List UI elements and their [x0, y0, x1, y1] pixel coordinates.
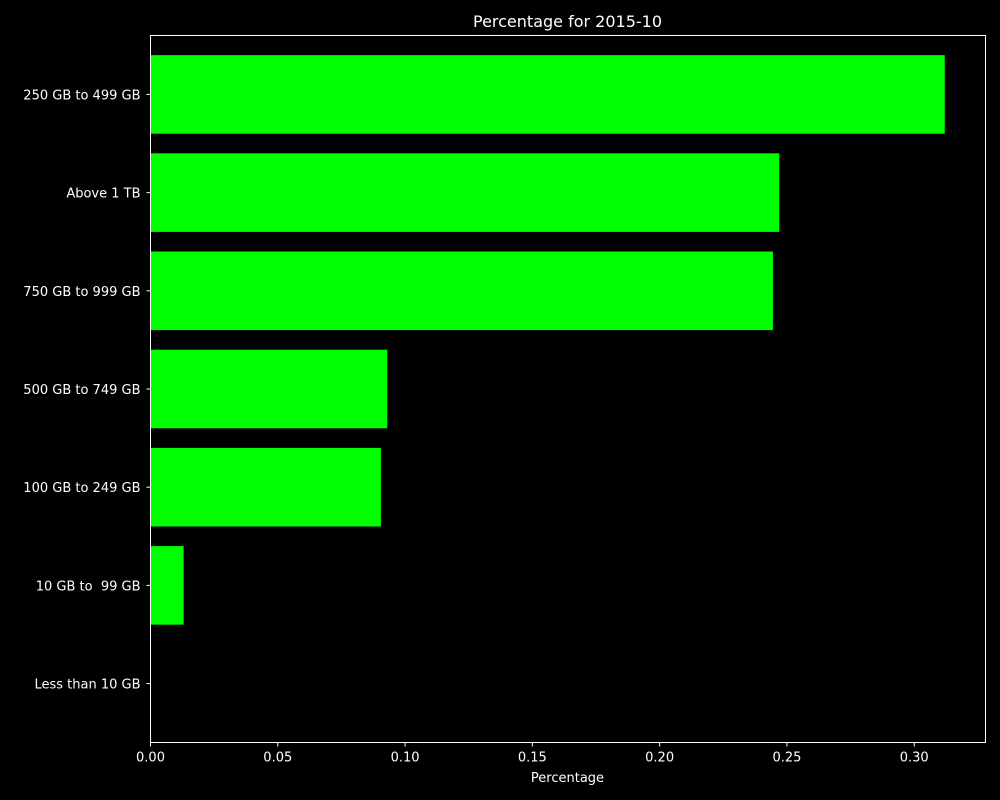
- y-tick-label: 100 GB to 249 GB: [23, 481, 140, 496]
- x-tick-label: 0.30: [900, 751, 929, 766]
- bar-250-gb-to-499-gb: [150, 55, 945, 134]
- y-tick-label: 250 GB to 499 GB: [23, 88, 140, 103]
- x-tick-label: 0.15: [518, 751, 547, 766]
- y-axis-ticks: 250 GB to 499 GB Above 1 TB 750 GB to 999 …: [23, 88, 151, 693]
- x-axis-title: Percentage: [531, 771, 604, 786]
- y-tick-label: Above 1 TB: [66, 187, 140, 202]
- bar-500-gb-to-749-gb: [150, 349, 388, 429]
- x-tick-label: 0.20: [645, 751, 674, 766]
- plot-frame: [150, 35, 986, 743]
- chart-title: Percentage for 2015-10: [473, 12, 662, 31]
- bar-above-1-tb: [150, 153, 780, 232]
- bar-10-gb-to-99-gb: [150, 546, 184, 625]
- y-tick-label: 750 GB to 999 GB: [23, 285, 140, 300]
- bar-100-gb-to-249-gb: [150, 447, 381, 527]
- x-axis-ticks: 0.00 0.05 0.10 0.15 0.20 0.25 0.30: [136, 742, 929, 766]
- x-tick-label: 0.00: [136, 751, 165, 766]
- y-tick-label: 500 GB to 749 GB: [23, 383, 140, 398]
- bars-group: [150, 55, 945, 625]
- y-tick-label: 10 GB to 99 GB: [36, 579, 141, 594]
- x-tick-label: 0.10: [391, 751, 420, 766]
- bar-750-gb-to-999-gb: [150, 251, 773, 331]
- y-tick-label: Less than 10 GB: [34, 678, 140, 693]
- x-tick-label: 0.25: [772, 751, 801, 766]
- x-tick-label: 0.05: [263, 751, 292, 766]
